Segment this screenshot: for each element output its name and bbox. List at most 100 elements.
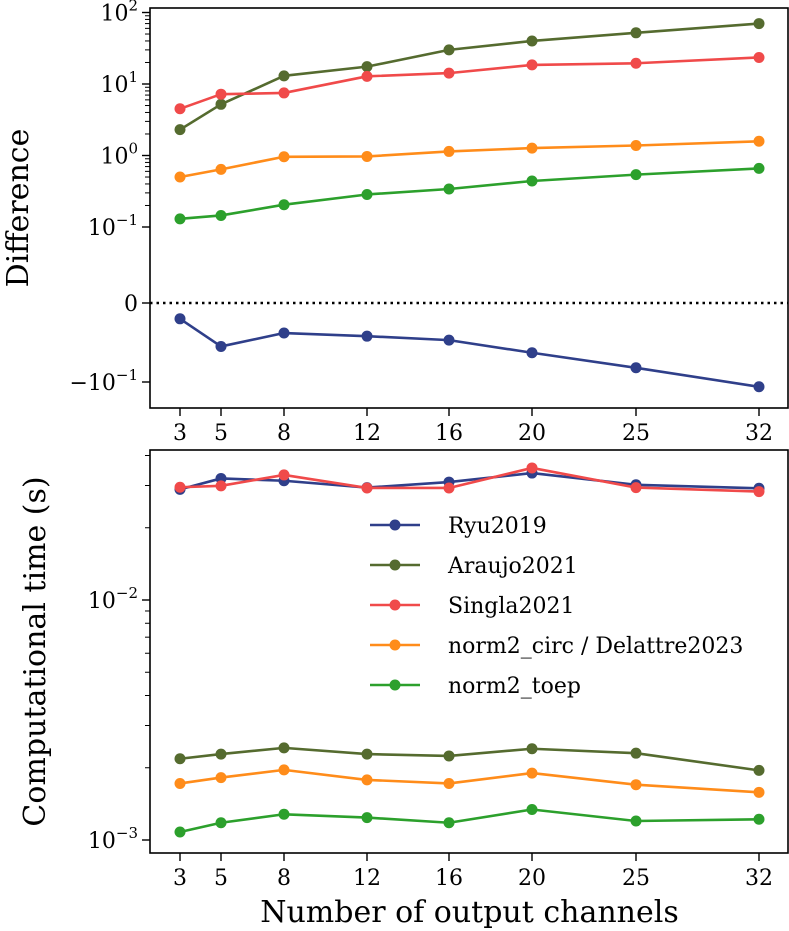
bottom-data-point-singla2021 (443, 482, 455, 494)
bottom-y-tick-label: 10−3 (88, 824, 138, 854)
bottom-data-point-singla2021 (278, 469, 290, 481)
bottom-x-axis-title: Number of output channels (260, 895, 679, 930)
top-data-point-norm2-toep (361, 188, 373, 200)
top-data-point-ryu2019 (630, 362, 642, 374)
top-series-line-ryu2019 (179, 317, 760, 389)
bottom-data-point-araujo2021 (443, 750, 455, 762)
top-data-point-araujo2021 (174, 124, 186, 136)
bottom-x-tick-label: 16 (435, 866, 463, 891)
bottom-data-point-norm2-toep (526, 803, 538, 815)
top-series-line-norm2-toep (179, 167, 760, 221)
legend-label-norm2-toep: norm2_toep (448, 674, 581, 699)
top-data-point-ryu2019 (278, 327, 290, 339)
bottom-data-point-singla2021 (215, 480, 227, 492)
bottom-data-point-norm2-toep (443, 817, 455, 829)
bottom-data-point-araujo2021 (753, 764, 765, 776)
top-series-line-araujo2021 (179, 22, 760, 131)
top-data-point-norm2-circ-delattre2023 (361, 150, 373, 162)
top-panel: 102 101 100 10−1 0 −10−1 3 5 8 12 16 20 25 32 Differen… (1, 0, 789, 446)
bottom-data-point-norm2-circ-delattre2023 (278, 764, 290, 776)
top-x-tick-label: 5 (214, 421, 228, 446)
bottom-x-tick-label: 3 (173, 866, 187, 891)
bottom-axes-frame (149, 449, 789, 854)
top-x-tick-label: 8 (277, 421, 291, 446)
top-data-point-singla2021 (526, 59, 538, 71)
top-data-point-norm2-circ-delattre2023 (753, 135, 765, 147)
bottom-y-tick-label: 10−2 (88, 584, 138, 614)
bottom-x-tick-label: 8 (277, 866, 291, 891)
bottom-data-point-norm2-toep (215, 817, 227, 829)
top-y-tick-label: 100 (100, 140, 138, 170)
top-data-point-norm2-circ-delattre2023 (630, 139, 642, 151)
legend-marker-singla2021 (389, 599, 401, 611)
bottom-data-point-singla2021 (630, 482, 642, 494)
legend-marker-ryu2019 (389, 519, 401, 531)
bottom-series-line-norm2-toep (179, 808, 760, 834)
bottom-data-point-norm2-toep (630, 815, 642, 827)
top-data-point-norm2-circ-delattre2023 (443, 145, 455, 157)
top-data-point-singla2021 (630, 57, 642, 69)
top-data-point-norm2-toep (753, 162, 765, 174)
top-data-point-norm2-toep (174, 213, 186, 225)
bottom-x-tick-label: 12 (353, 866, 381, 891)
top-data-point-araujo2021 (443, 44, 455, 56)
top-data-point-norm2-circ-delattre2023 (215, 163, 227, 175)
bottom-data-point-norm2-circ-delattre2023 (443, 777, 455, 789)
top-y-tick-label: −10−1 (69, 366, 138, 396)
bottom-data-point-singla2021 (361, 482, 373, 494)
top-axes-frame (149, 7, 789, 409)
legend-marker-araujo2021 (389, 559, 401, 571)
bottom-x-tick-label: 25 (622, 866, 650, 891)
top-data-point-araujo2021 (630, 27, 642, 39)
top-data-point-norm2-toep (278, 199, 290, 211)
legend-label-singla2021: Singla2021 (448, 594, 575, 619)
top-data-point-singla2021 (443, 67, 455, 79)
top-data-point-singla2021 (753, 51, 765, 63)
top-x-tick-label: 32 (745, 421, 773, 446)
bottom-series-line-singla2021 (179, 466, 760, 493)
top-data-point-ryu2019 (443, 334, 455, 346)
top-data-point-singla2021 (361, 70, 373, 82)
legend-label-norm2-circ-delattre2023: norm2_circ / Delattre2023 (448, 634, 743, 659)
bottom-data-point-araujo2021 (361, 748, 373, 760)
bottom-x-tick-label: 5 (214, 866, 228, 891)
bottom-x-tick-label: 32 (745, 866, 773, 891)
legend-label-araujo2021: Araujo2021 (447, 554, 578, 579)
top-series-line-singla2021 (179, 56, 760, 111)
top-x-tick-label: 3 (173, 421, 187, 446)
top-data-point-norm2-toep (630, 169, 642, 181)
bottom-data-point-norm2-toep (753, 813, 765, 825)
bottom-data-point-norm2-toep (278, 808, 290, 820)
top-data-point-araujo2021 (278, 70, 290, 82)
top-data-point-norm2-circ-delattre2023 (278, 151, 290, 163)
top-x-tick-label: 12 (353, 421, 381, 446)
legend-marker-norm2-circ-delattre2023 (389, 639, 401, 651)
top-data-point-norm2-toep (443, 183, 455, 195)
top-data-point-singla2021 (174, 103, 186, 115)
bottom-data-point-norm2-circ-delattre2023 (526, 767, 538, 779)
bottom-data-point-norm2-circ-delattre2023 (361, 774, 373, 786)
top-data-point-ryu2019 (215, 340, 227, 352)
bottom-data-point-araujo2021 (526, 743, 538, 755)
top-data-point-norm2-circ-delattre2023 (174, 171, 186, 183)
bottom-data-point-araujo2021 (174, 753, 186, 765)
top-x-tick-label: 16 (435, 421, 463, 446)
top-y-tick-label: 101 (100, 68, 138, 98)
top-data-point-ryu2019 (753, 381, 765, 393)
bottom-y-axis-title: Computational time (s) (18, 476, 53, 826)
top-data-point-ryu2019 (361, 330, 373, 342)
top-data-point-araujo2021 (215, 98, 227, 110)
legend-marker-norm2-toep (389, 679, 401, 691)
top-y-tick-label: 102 (100, 0, 138, 27)
top-data-point-araujo2021 (361, 61, 373, 73)
bottom-data-point-singla2021 (753, 486, 765, 498)
bottom-data-point-araujo2021 (630, 747, 642, 759)
top-y-axis-title: Difference (1, 129, 36, 288)
top-x-tick-label: 20 (518, 421, 546, 446)
top-x-tick-label: 25 (622, 421, 650, 446)
bottom-series-line-araujo2021 (179, 746, 760, 772)
top-data-point-ryu2019 (526, 347, 538, 359)
top-y-tick-label: 0 (124, 292, 138, 317)
top-data-point-norm2-toep (526, 175, 538, 187)
